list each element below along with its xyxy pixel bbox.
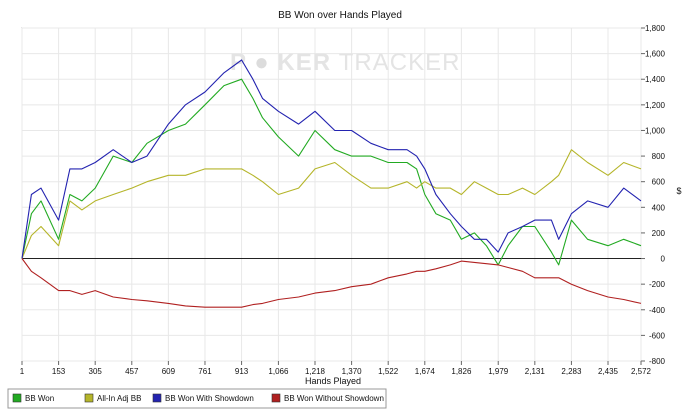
y-tick-label: -800	[649, 357, 666, 366]
y-tick-label: 1,200	[645, 101, 666, 110]
x-tick-label: 1,370	[342, 367, 363, 376]
x-tick-label: 1,826	[451, 367, 472, 376]
legend-swatch-all-in-adj-bb	[84, 393, 94, 403]
x-tick-label: 913	[235, 367, 249, 376]
x-tick-label: 1	[20, 367, 25, 376]
y-tick-label: -400	[649, 306, 666, 315]
legend-swatch-bb-won	[12, 393, 22, 403]
x-tick-label: 457	[125, 367, 139, 376]
legend: BB Won All-In Adj BB BB Won With Showdown B…	[7, 388, 387, 409]
watermark-chip-icon: ●	[254, 49, 270, 76]
y-tick-label: 200	[652, 229, 666, 238]
legend-swatch-bb-won-without-showdown	[271, 393, 281, 403]
x-tick-label: 1,522	[378, 367, 399, 376]
watermark-part-right: TRACKER	[339, 49, 461, 76]
x-tick-label: 2,435	[598, 367, 619, 376]
y-tick-label: -600	[649, 331, 666, 340]
y-tick-label: 800	[652, 152, 666, 161]
y-axis-ticks: -800 -600 -400 -200 0 200 400 600 800 1,000 1,200 1…	[641, 24, 666, 366]
legend-label-bb-won: BB Won	[25, 394, 54, 403]
y-tick-label: 1,800	[645, 24, 666, 33]
watermark-part-mid: KER	[277, 49, 331, 76]
y-tick-label: 600	[652, 178, 666, 187]
series-line-bb-won-with-showdown	[21, 59, 642, 259]
series-lines	[21, 59, 642, 308]
x-tick-label: 305	[89, 367, 103, 376]
y-tick-label: 400	[652, 203, 666, 212]
plot-border	[21, 27, 642, 362]
legend-label-all-in-adj-bb: All-In Adj BB	[97, 394, 141, 403]
y-axis-title: $	[676, 186, 681, 196]
y-tick-label: 0	[661, 255, 666, 264]
legend-label-bb-won-without-showdown: BB Won Without Showdown	[284, 394, 384, 403]
x-tick-label: 1,066	[268, 367, 289, 376]
x-tick-label: 2,572	[631, 367, 652, 376]
x-tick-label: 761	[198, 367, 212, 376]
series-line-all-in-adj-bb	[21, 149, 642, 259]
legend-swatch-bb-won-with-showdown	[152, 393, 162, 403]
legend-box	[7, 388, 387, 409]
y-tick-label: 1,400	[645, 75, 666, 84]
series-line-bb-won	[21, 78, 642, 266]
plot-area: P ● KER TRACKER	[21, 27, 642, 362]
x-tick-label: 1,979	[488, 367, 509, 376]
x-tick-label: 1,218	[305, 367, 326, 376]
y-tick-label: -200	[649, 280, 666, 289]
y-tick-label: 1,000	[645, 126, 666, 135]
x-tick-label: 153	[52, 367, 66, 376]
legend-label-bb-won-with-showdown: BB Won With Showdown	[165, 394, 254, 403]
x-tick-label: 1,674	[415, 367, 436, 376]
grid-horizontal	[22, 27, 641, 362]
x-axis-title: Hands Played	[305, 376, 361, 386]
chart-title: BB Won over Hands Played	[278, 10, 402, 21]
x-axis-ticks: 1 153 305 457 609 761 913 1,066 1,218 1,370 1,522 1…	[20, 361, 652, 376]
x-tick-label: 2,283	[561, 367, 582, 376]
x-tick-label: 2,131	[525, 367, 546, 376]
watermark-text: P ● KER TRACKER	[230, 49, 460, 76]
y-tick-label: 1,600	[645, 50, 666, 59]
series-line-bb-won-without-showdown	[21, 258, 642, 308]
x-tick-label: 609	[162, 367, 176, 376]
